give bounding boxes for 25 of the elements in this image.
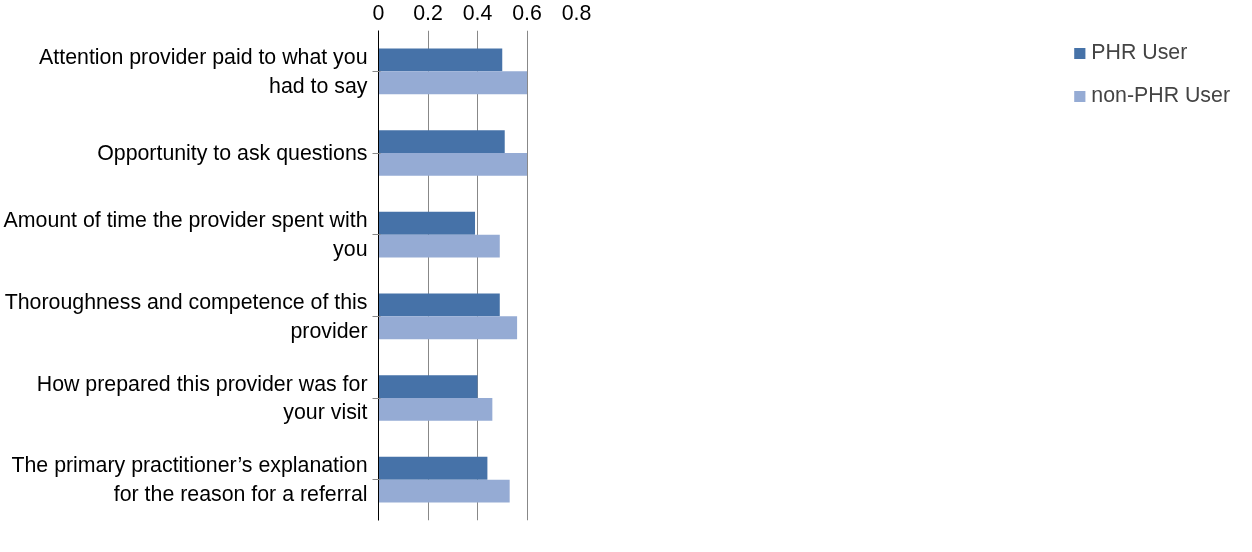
bar	[378, 293, 500, 317]
bar	[378, 456, 488, 480]
bar	[378, 479, 510, 503]
bar	[378, 71, 527, 95]
x-tick-label: 0.2	[413, 0, 443, 25]
bar	[378, 48, 503, 72]
bar	[378, 211, 476, 235]
bar	[378, 398, 493, 421]
x-tick-label: 0	[372, 0, 385, 25]
y-tick-label: Attention provider paid to what you had to say	[39, 44, 368, 98]
y-tick-label: Opportunity to ask questions	[97, 141, 368, 165]
y-tick-label: Thoroughness and competence of this provider	[4, 289, 368, 343]
bar	[378, 153, 527, 176]
legend-label: non-PHR User	[1091, 83, 1230, 108]
legend-label: PHR User	[1091, 40, 1188, 65]
x-tick-label: 0.6	[512, 0, 542, 25]
bar	[378, 316, 518, 340]
x-tick-label: 0.8	[561, 0, 592, 25]
y-tick-label: How prepared this provider was for your visit	[36, 371, 368, 425]
bar	[378, 234, 500, 258]
y-tick-label: The primary practitioner’s explanation for the reason for a referral	[11, 453, 368, 507]
y-tick-label: Amount of time the provider spent with you	[3, 208, 368, 262]
bar	[378, 130, 505, 153]
bar	[378, 375, 478, 398]
x-tick-label: 0.4	[462, 0, 493, 25]
